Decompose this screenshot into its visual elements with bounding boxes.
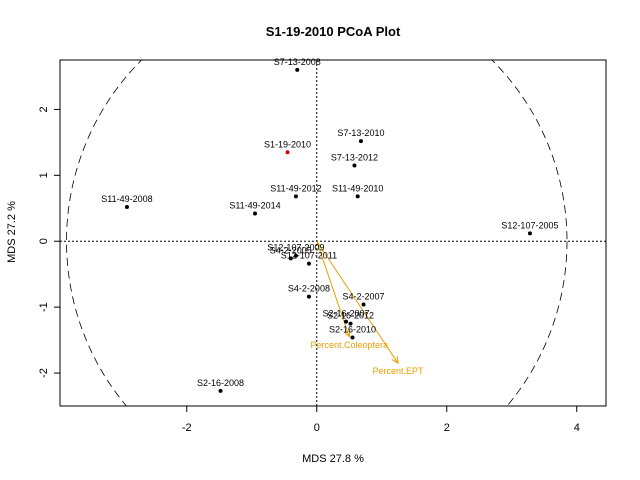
y-axis-label: MDS 27.2 %	[6, 201, 18, 263]
point-label: S12-107-2009	[267, 243, 324, 253]
y-tick-label: 1	[38, 172, 50, 178]
y-tick-label: 0	[38, 238, 50, 244]
data-point	[355, 194, 360, 199]
point-label: S7-13-2010	[337, 128, 384, 138]
data-point	[348, 321, 353, 326]
point-label: S2-16-2007	[322, 309, 369, 319]
y-tick-label: -2	[38, 368, 50, 378]
data-point	[306, 261, 311, 266]
point-label: S7-13-2008	[274, 57, 321, 67]
vector-arrowhead	[391, 356, 399, 365]
plot-frame	[59, 59, 607, 407]
y-tick-label: -1	[38, 302, 50, 312]
x-axis-label: MDS 27.8 %	[302, 453, 364, 465]
data-point	[293, 194, 298, 199]
data-point	[285, 150, 290, 155]
point-label: S2-16-2008	[197, 378, 244, 388]
data-point	[218, 388, 223, 393]
point-label: S11-49-2012	[270, 183, 321, 193]
vector-arrowhead	[343, 329, 351, 338]
point-label: S2-16-2010	[329, 324, 376, 334]
data-point	[527, 231, 532, 236]
x-tick-label: 4	[574, 422, 580, 434]
data-point	[295, 67, 300, 72]
point-label: S4-2-2007	[343, 292, 385, 302]
data-point	[344, 319, 348, 324]
vector-arrow	[316, 241, 350, 337]
point-label: S12-107-2005	[501, 220, 558, 230]
point-label: S11-49-2010	[332, 183, 383, 193]
vectors: Percent.Coleoptera Percent.EPT	[310, 240, 424, 376]
point-label: S2-16-2012	[327, 311, 374, 321]
data-point	[361, 302, 366, 307]
x-tick-label: -2	[182, 422, 192, 434]
y-tick-label: 2	[38, 106, 50, 112]
point-label: S7-13-2012	[331, 152, 378, 162]
data-point	[253, 211, 257, 216]
dashed-circle	[66, 60, 568, 406]
data-point	[124, 204, 129, 209]
point-label: S11-49-2014	[229, 201, 280, 211]
data-point	[358, 139, 363, 144]
x-tick-label: 2	[444, 422, 450, 434]
data-point	[350, 335, 355, 340]
data-point	[293, 253, 298, 258]
data-point	[288, 256, 293, 261]
point-label: S12-107-2011	[281, 251, 337, 261]
chart-title: S1-19-2010 PCoA Plot	[266, 24, 401, 39]
plot-area	[60, 60, 606, 406]
x-tick-label: 0	[314, 422, 320, 434]
point-label: S11-49-2008	[101, 194, 152, 204]
point-label: S1-19-2010	[264, 139, 311, 149]
axes: -2 0 2 4 -2 -1 0 1 2	[38, 106, 580, 434]
point-label: S4-2-2008	[288, 284, 330, 294]
vector-label: Percent.Coleoptera	[310, 340, 388, 350]
vector-label: Percent.EPT	[372, 366, 424, 376]
point-label: S4-2-2005	[270, 245, 312, 255]
vector-arrow	[316, 240, 399, 364]
data-point	[352, 163, 357, 168]
points: S7-13-2008 S7-13-2010 S1-19-2010 S7-13-2012…	[101, 57, 558, 393]
data-point	[306, 294, 311, 299]
